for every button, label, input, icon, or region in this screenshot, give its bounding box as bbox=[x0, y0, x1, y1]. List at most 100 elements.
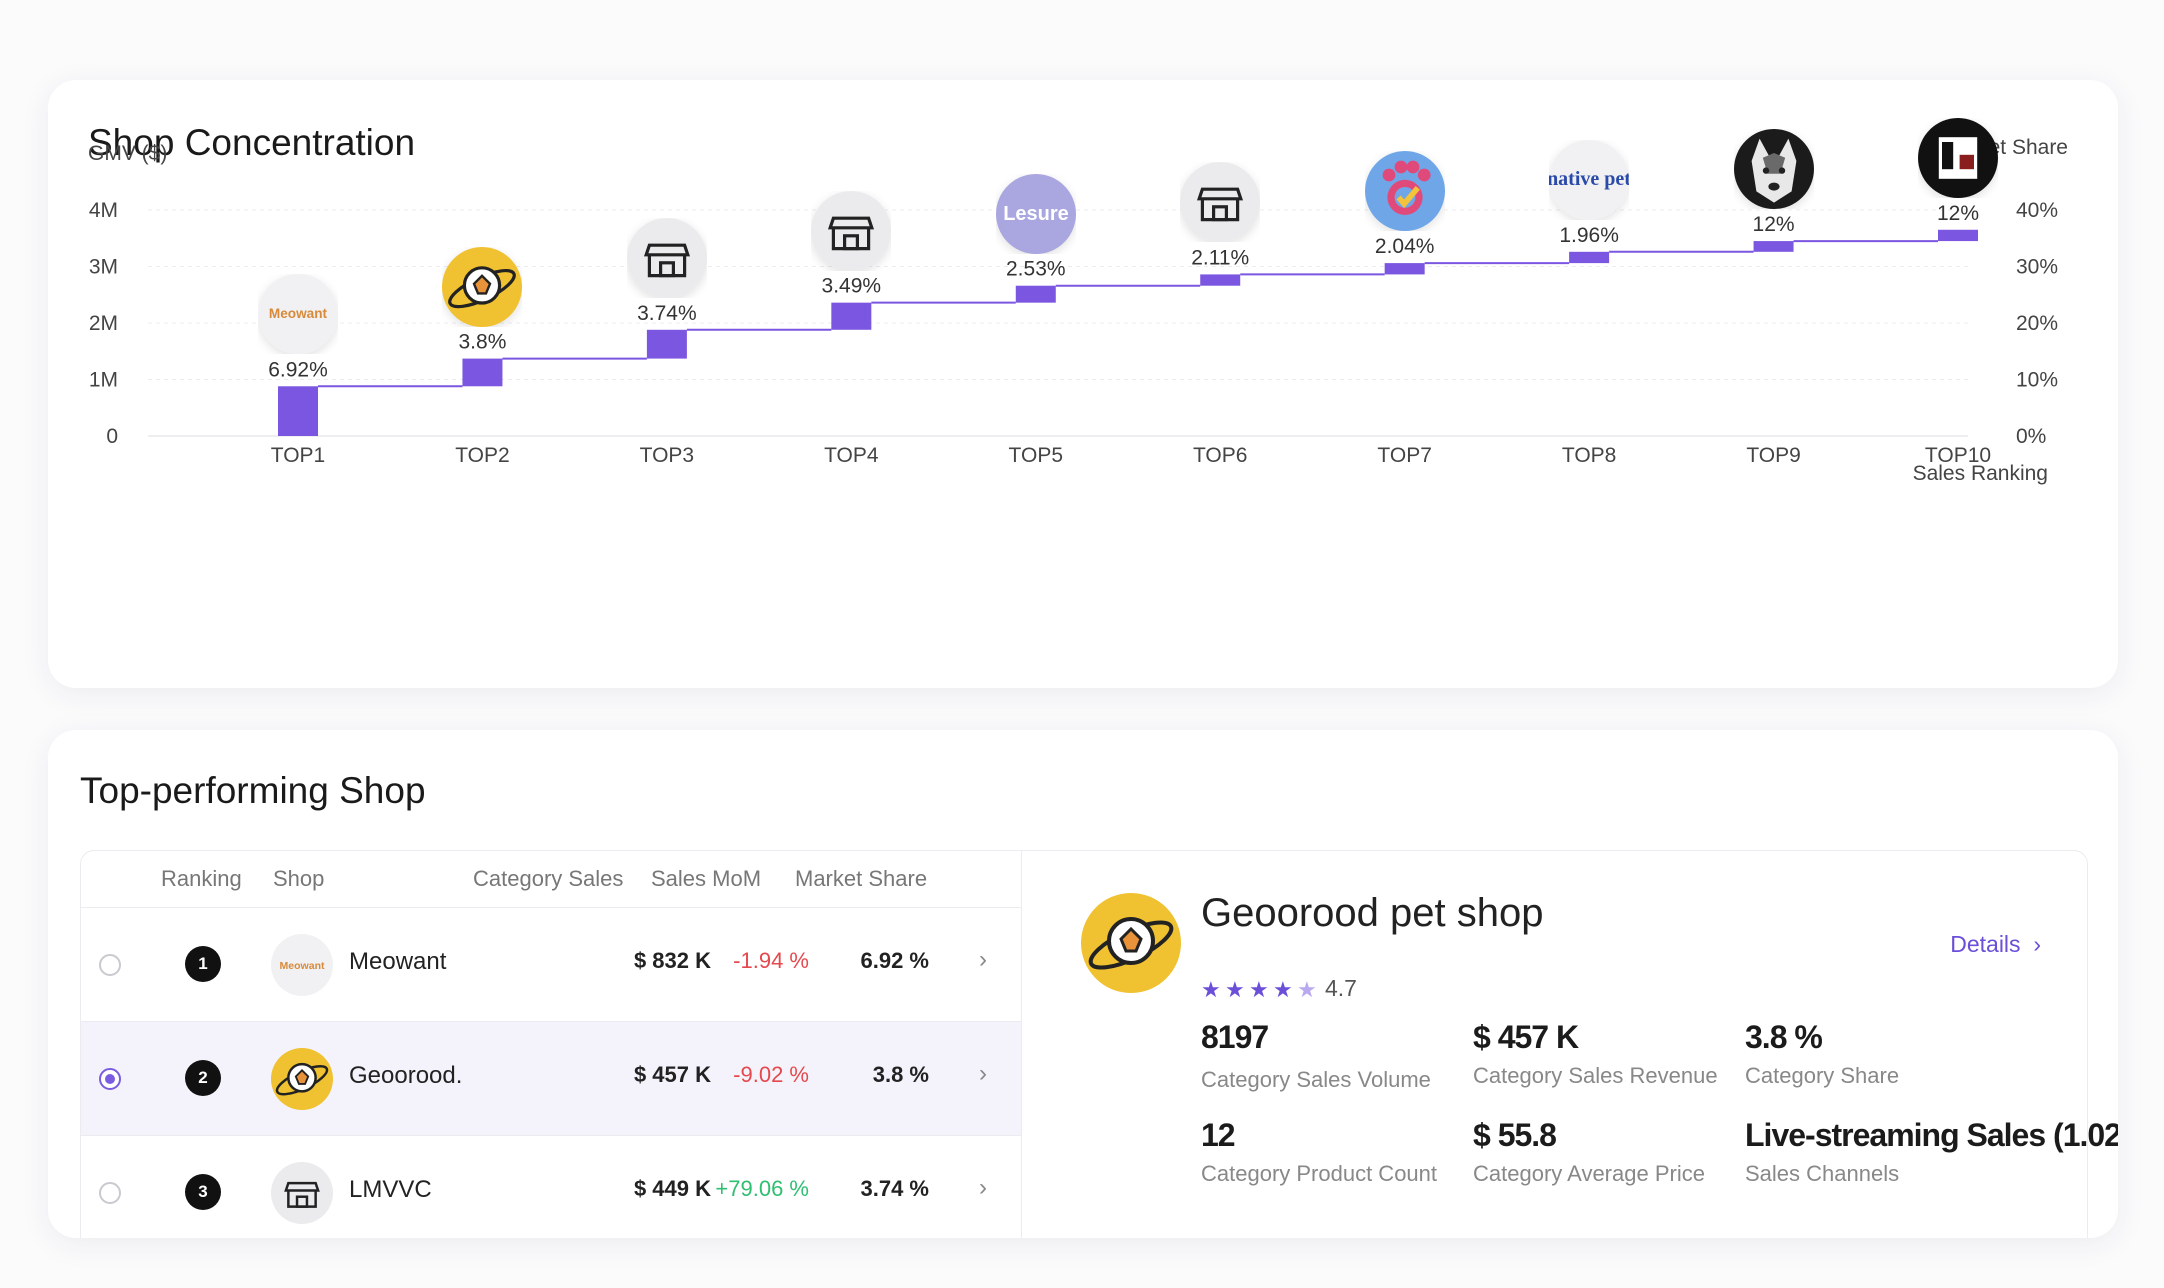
chevron-right-icon[interactable]: › bbox=[979, 1060, 987, 1087]
shop-detail-panel: Geoorood pet shop ★ ★ ★ ★ ★ 4.7 Details … bbox=[1051, 851, 2118, 1238]
shop-logo bbox=[811, 190, 892, 271]
stat-value: Live-streaming Sales (1.02%) bbox=[1745, 1117, 2118, 1153]
value-label: 3.49% bbox=[822, 275, 882, 298]
rank-badge: 1 bbox=[185, 946, 221, 982]
row-radio[interactable] bbox=[99, 1068, 121, 1090]
y-tick-label: 2M bbox=[89, 312, 118, 335]
shop-logo bbox=[271, 1048, 333, 1110]
star-icon: ★ bbox=[1225, 977, 1245, 1002]
y-tick-label: 4M bbox=[89, 199, 118, 222]
x-tick-label: TOP4 bbox=[824, 444, 879, 467]
table-row[interactable]: 2 Geoorood. $ 457 K -9.02 % 3.8 % › bbox=[81, 1021, 1021, 1136]
y2-tick-label: 10% bbox=[2016, 369, 2058, 392]
star-icon: ★ bbox=[1273, 977, 1293, 1002]
y-tick-label: 0 bbox=[106, 425, 118, 448]
waterfall-bar bbox=[1569, 251, 1610, 264]
value-label: 1.96% bbox=[1559, 224, 1619, 247]
table-row[interactable]: 1 Meowant Meowant $ 832 K -1.94 % 6.92 % › bbox=[81, 907, 1021, 1022]
value-label: 12% bbox=[1753, 213, 1795, 236]
category-sales: $ 832 K bbox=[633, 948, 711, 973]
chevron-right-icon[interactable]: › bbox=[979, 1174, 987, 1201]
rank-badge: 2 bbox=[185, 1060, 221, 1096]
value-label: 3.8% bbox=[459, 331, 507, 354]
shop-table: Ranking Shop Category Sales Sales MoM Ma… bbox=[81, 851, 1022, 1238]
value-label: 12% bbox=[1937, 202, 1979, 225]
shop-logo bbox=[1180, 162, 1261, 243]
col-category-sales: Category Sales bbox=[473, 866, 624, 891]
star-icon: ★ bbox=[1201, 977, 1221, 1002]
shop-name: Meowant bbox=[349, 948, 447, 975]
waterfall-bar bbox=[1938, 229, 1978, 242]
y2-tick-label: 0% bbox=[2016, 425, 2046, 448]
waterfall-bar bbox=[278, 386, 318, 436]
star-icon: ★ bbox=[1249, 977, 1269, 1002]
waterfall-bar bbox=[646, 329, 687, 359]
value-label: 2.53% bbox=[1006, 258, 1066, 281]
svg-text:Meowant: Meowant bbox=[279, 960, 325, 972]
table-row[interactable]: 3 LMVVC $ 449 K +79.06 % 3.74 % › bbox=[81, 1135, 1021, 1238]
x-axis-label: Sales Ranking bbox=[1913, 462, 2048, 485]
stat-value: 8197 bbox=[1201, 1019, 1269, 1055]
sales-mom: -9.02 % bbox=[733, 1062, 809, 1087]
y-axis-label: GMV ($) bbox=[88, 142, 167, 165]
svg-text:native pet: native pet bbox=[1549, 168, 1629, 190]
stat-value: $ 55.8 bbox=[1473, 1117, 1557, 1153]
row-radio[interactable] bbox=[99, 1182, 121, 1204]
stat-label: Category Sales Volume bbox=[1201, 1067, 1431, 1092]
svg-text:Lesure: Lesure bbox=[1003, 203, 1069, 225]
shop-detail-name: Geoorood pet shop bbox=[1201, 891, 1544, 935]
shop-logo: Lesure bbox=[995, 173, 1076, 254]
value-label: 2.04% bbox=[1375, 235, 1435, 258]
category-sales: $ 449 K bbox=[633, 1176, 711, 1201]
stat-label: Sales Channels bbox=[1745, 1161, 1900, 1186]
y2-tick-label: 30% bbox=[2016, 256, 2058, 279]
stat-value: $ 457 K bbox=[1473, 1019, 1579, 1055]
details-link[interactable]: Details › bbox=[1950, 931, 2041, 958]
value-label: 2.11% bbox=[1191, 246, 1249, 269]
waterfall-bar bbox=[831, 302, 872, 330]
waterfall-bar bbox=[1015, 285, 1056, 303]
y-tick-label: 3M bbox=[89, 256, 118, 279]
x-tick-label: TOP10 bbox=[1925, 444, 1991, 467]
svg-text:Meowant: Meowant bbox=[269, 306, 328, 321]
y-tick-label: 1M bbox=[89, 369, 118, 392]
x-tick-label: TOP1 bbox=[271, 444, 325, 467]
geoorood-logo bbox=[1081, 893, 1181, 993]
half-star-icon: ★ bbox=[1297, 977, 1317, 1002]
stat-value: 12 bbox=[1201, 1117, 1236, 1153]
shop-logo bbox=[442, 246, 523, 327]
x-tick-label: TOP6 bbox=[1193, 444, 1247, 467]
shop-logo: Meowant bbox=[271, 934, 333, 996]
category-sales: $ 457 K bbox=[633, 1062, 711, 1087]
x-tick-label: TOP5 bbox=[1009, 444, 1063, 467]
shop-logo bbox=[1918, 117, 1998, 198]
shop-name: LMVVC bbox=[349, 1176, 432, 1203]
waterfall-bar bbox=[1200, 274, 1241, 286]
shop-logo: native pet bbox=[1549, 139, 1630, 220]
stat-label: Category Average Price bbox=[1473, 1161, 1705, 1186]
shop-logo bbox=[1733, 129, 1814, 210]
shop-table-panel: Ranking Shop Category Sales Sales MoM Ma… bbox=[80, 850, 2118, 1238]
waterfall-bar bbox=[1384, 263, 1425, 275]
chevron-right-icon: › bbox=[2026, 931, 2041, 957]
y2-tick-label: 20% bbox=[2016, 312, 2058, 335]
shop-concentration-card: Shop Concentration 0 0% 1M 10% 2M 20% 3M 30% 4M 4… bbox=[48, 80, 2118, 688]
rank-badge: 3 bbox=[185, 1174, 221, 1210]
col-market-share: Market Share bbox=[795, 866, 928, 891]
stat-label: Category Share bbox=[1745, 1063, 1900, 1088]
stat-label: Category Sales Revenue bbox=[1473, 1063, 1718, 1088]
shop-logo bbox=[271, 1162, 333, 1224]
waterfall-bar bbox=[462, 358, 503, 387]
sales-mom: +79.06 % bbox=[715, 1176, 809, 1201]
shop-concentration-title: Shop Concentration bbox=[88, 122, 416, 163]
market-share: 3.8 % bbox=[872, 1062, 929, 1087]
x-tick-label: TOP3 bbox=[640, 444, 694, 467]
x-tick-label: TOP9 bbox=[1746, 444, 1800, 467]
shop-logo bbox=[626, 217, 707, 298]
row-radio[interactable] bbox=[99, 954, 121, 976]
chevron-right-icon[interactable]: › bbox=[979, 946, 987, 973]
top-performing-shop-card: Top-performing Shop Ranking Shop Categor… bbox=[48, 730, 2118, 1238]
sales-mom: -1.94 % bbox=[733, 948, 809, 973]
y2-tick-label: 40% bbox=[2016, 199, 2058, 222]
market-share: 6.92 % bbox=[860, 948, 930, 973]
